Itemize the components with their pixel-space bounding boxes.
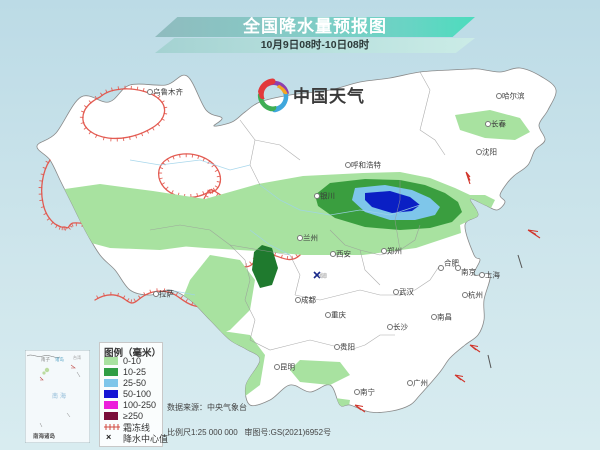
svg-text:南海诸岛: 南海诸岛 xyxy=(33,432,56,440)
svg-text:台湾: 台湾 xyxy=(73,354,81,360)
svg-text:南海: 南海 xyxy=(52,392,68,400)
svg-text:南子: 南子 xyxy=(41,356,50,362)
svg-text:48: 48 xyxy=(319,273,327,280)
svg-text:诸岛: 诸岛 xyxy=(55,356,64,363)
